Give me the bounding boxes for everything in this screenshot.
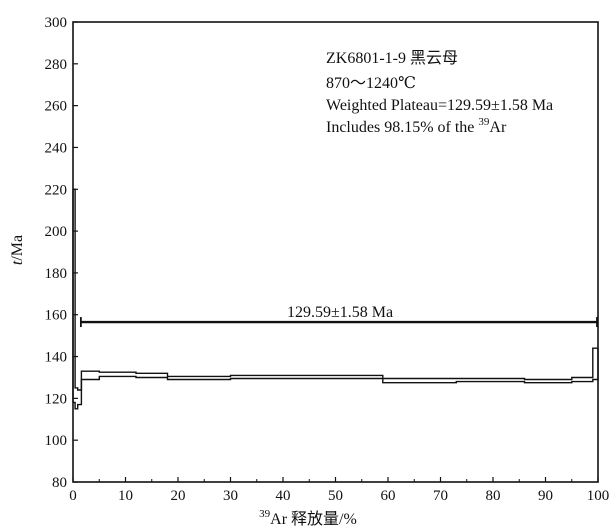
- x-tick-label: 10: [118, 488, 133, 504]
- y-tick-label: 300: [45, 15, 68, 31]
- x-tick-label: 90: [538, 488, 553, 504]
- weighted-plateau-text: Weighted Plateau=129.59±1.58 Ma: [326, 97, 553, 114]
- y-tick-label: 220: [45, 182, 68, 198]
- spectrum-lower-line: [73, 375, 598, 410]
- temperature-range: 870～1240℃: [326, 75, 416, 92]
- plateau-value-label: 129.59±1.58 Ma: [287, 304, 393, 321]
- x-tick-label: 20: [171, 488, 186, 504]
- includes-text-pre: Includes 98.15% of the: [326, 119, 478, 136]
- y-axis-label-unit: /Ma: [9, 235, 26, 261]
- x-tick-label: 60: [381, 488, 396, 504]
- x-tick-label: 0: [69, 488, 77, 504]
- x-tick-label: 40: [276, 488, 291, 504]
- includes-text-sup: 39: [478, 116, 490, 128]
- spectrum-upper-line: [73, 188, 598, 391]
- y-axis-label: t/Ma: [9, 235, 26, 265]
- y-tick-label: 200: [45, 224, 68, 240]
- y-tick-label: 180: [45, 266, 68, 282]
- x-tick-label: 50: [328, 488, 343, 504]
- includes-text-post: Ar: [489, 119, 507, 136]
- includes-text: Includes 98.15% of the 39Ar: [326, 116, 507, 136]
- y-tick-label: 140: [45, 350, 68, 366]
- x-axis-ticks: 0 10 20 30 40 50 60 70 80 90 100: [69, 477, 609, 504]
- y-tick-label: 100: [45, 433, 68, 449]
- x-tick-label: 70: [433, 488, 448, 504]
- y-tick-label: 120: [45, 391, 68, 407]
- x-tick-label: 100: [587, 488, 610, 504]
- x-axis-label-main: Ar 释放量/%: [270, 510, 357, 528]
- y-tick-label: 80: [52, 475, 67, 491]
- y-tick-label: 280: [45, 57, 68, 73]
- y-axis-label-italic: t: [9, 260, 26, 265]
- y-tick-label: 240: [45, 140, 68, 156]
- y-tick-label: 160: [45, 308, 68, 324]
- plateau-bar: [79, 317, 598, 328]
- x-tick-label: 80: [486, 488, 501, 504]
- sample-label: ZK6801-1-9 黑云母: [326, 50, 458, 67]
- x-axis-label: 39Ar 释放量/%: [259, 508, 357, 528]
- y-axis-ticks: 80 100 120 140 160 180 200 220 240 260 280 300: [45, 15, 78, 491]
- age-spectrum-steps: [72, 188, 599, 410]
- y-tick-label: 260: [45, 99, 68, 115]
- x-tick-label: 30: [223, 488, 238, 504]
- x-axis-label-sup: 39: [259, 508, 271, 520]
